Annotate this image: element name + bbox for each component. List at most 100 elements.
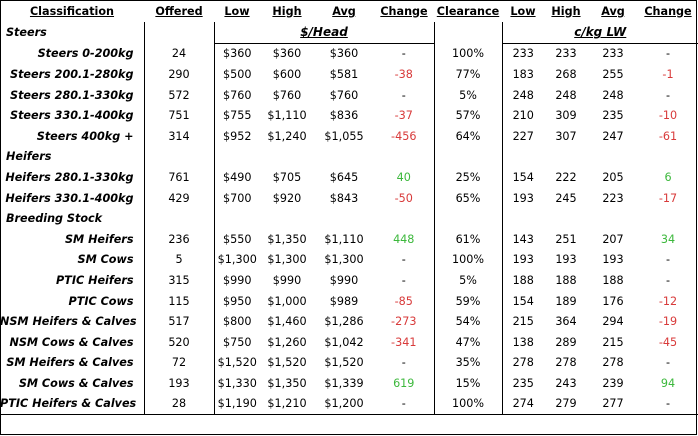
low-cell: $360 (213, 43, 260, 65)
section-label: Heifers (6, 150, 52, 164)
header-change-lw: Change (644, 4, 692, 18)
change-lw-cell: - (665, 47, 671, 61)
high-cell: $1,210 (260, 393, 314, 416)
change-cell (374, 208, 434, 229)
high-cell: $1,520 (267, 356, 307, 370)
low-lw-cell: 183 (501, 64, 544, 85)
section-row: Heifers (0, 146, 698, 168)
high-cell (260, 208, 314, 229)
high-lw-cell: 222 (555, 170, 577, 184)
offered-cell (143, 146, 214, 168)
low-cell: $1,520 (213, 352, 260, 374)
avg-cell: $360 (329, 47, 359, 61)
low-lw-cell: 193 (501, 249, 544, 271)
low-cell (213, 146, 260, 168)
clearance-cell: 100% (433, 249, 502, 271)
avg-cell: $645 (329, 170, 359, 184)
high-lw-cell: 309 (555, 109, 577, 123)
clearance-cell: 35% (433, 352, 502, 374)
section-row: Breeding Stock (0, 208, 698, 229)
change-lw-cell: -10 (658, 109, 678, 123)
row-label: SM Cows (77, 253, 134, 267)
low-lw-cell (501, 146, 544, 168)
clearance-cell: 77% (433, 64, 502, 85)
header-high: High (272, 4, 302, 18)
high-cell: $1,460 (267, 315, 307, 329)
unit-head-label: $/Head (213, 22, 434, 44)
header-clearance: Clearance (436, 4, 500, 18)
avg-cell: $1,300 (324, 253, 364, 267)
low-cell: $1,300 (213, 249, 260, 271)
low-lw-cell: 215 (501, 311, 544, 332)
high-cell: $990 (272, 273, 302, 287)
change-lw-cell: - (665, 88, 671, 102)
row-label: SM Heifers (64, 232, 134, 246)
table-row: PTIC Heifers & Calves 28 $1,190 $1,210 $1,20… (0, 393, 698, 416)
change-lw-cell: - (665, 253, 671, 267)
low-lw-cell: 235 (501, 373, 544, 394)
avg-cell: $1,286 (324, 315, 364, 329)
offered-cell: 115 (143, 290, 214, 312)
change-cell: -50 (394, 191, 413, 205)
row-label: Heifers 330.1-400kg (5, 191, 134, 205)
row-label: PTIC Heifers & Calves (0, 393, 144, 416)
high-cell: $1,260 (267, 335, 307, 349)
low-cell: $1,330 (213, 373, 260, 394)
high-cell: $360 (272, 47, 302, 61)
high-lw-cell: 251 (555, 232, 577, 246)
table-row: Heifers 280.1-330kg 761 $490 $705 $645 40 25% 1… (0, 167, 698, 188)
low-cell (213, 208, 260, 229)
header-offered: Offered (155, 4, 203, 18)
change-cell: - (401, 273, 406, 287)
table-row: NSM Heifers & Calves 517 $800 $1,460 $1,286 -… (0, 311, 698, 332)
low-cell: $750 (213, 331, 260, 353)
high-cell: $1,350 (267, 232, 307, 246)
header-low-lw: Low (510, 4, 536, 18)
change-lw-cell: -45 (658, 335, 678, 349)
change-cell: -38 (394, 67, 413, 81)
header-change: Change (380, 4, 428, 18)
change-lw-cell (638, 147, 698, 168)
low-cell: $950 (213, 290, 260, 312)
high-lw-cell: 189 (555, 294, 577, 308)
avg-cell: $843 (329, 191, 359, 205)
low-cell: $490 (213, 167, 260, 188)
avg-lw-cell: 215 (602, 335, 624, 349)
low-lw-cell: 248 (501, 84, 544, 106)
clearance-cell: 100% (433, 43, 502, 65)
clearance-cell: 59% (433, 290, 502, 312)
offered-cell: 236 (143, 228, 214, 250)
change-cell: 40 (396, 170, 411, 184)
header-high-lw: High (551, 4, 581, 18)
change-cell: -341 (391, 335, 417, 349)
high-lw-cell: 233 (555, 47, 577, 61)
table-row: Steers 330.1-400kg 751 $755 $1,110 $836 -37 57… (0, 105, 698, 126)
avg-cell: $581 (329, 67, 359, 81)
low-lw-cell: 154 (501, 290, 544, 312)
change-lw-cell: -61 (658, 129, 678, 143)
low-cell: $760 (213, 84, 260, 106)
row-label: SM Heifers & Calves (6, 356, 134, 370)
avg-cell: $1,055 (324, 129, 364, 143)
avg-lw-cell (588, 208, 638, 229)
change-cell: - (374, 393, 434, 416)
header-low: Low (224, 4, 250, 18)
avg-cell: $760 (329, 88, 359, 102)
high-lw-cell: 278 (555, 356, 577, 370)
row-label: Steers 400kg + (36, 129, 134, 143)
avg-cell (314, 208, 374, 229)
low-lw-cell: 210 (501, 105, 544, 126)
row-label: Steers 280.1-330kg (10, 88, 134, 102)
avg-lw-cell: 248 (602, 88, 624, 102)
change-lw-cell: - (665, 356, 671, 370)
cattle-price-table: Classification Offered Low High Avg Chan… (0, 0, 698, 416)
low-lw-cell: 278 (501, 352, 544, 374)
change-lw-cell: -12 (658, 294, 678, 308)
high-cell: $600 (272, 67, 302, 81)
avg-cell: $1,200 (314, 393, 374, 416)
high-cell: $705 (272, 170, 302, 184)
header-row: Classification Offered Low High Avg Chan… (0, 0, 698, 22)
table-row: PTIC Heifers 315 $990 $990 $990-5% 188 188 188- (0, 270, 698, 291)
low-lw-cell: 188 (501, 270, 544, 291)
